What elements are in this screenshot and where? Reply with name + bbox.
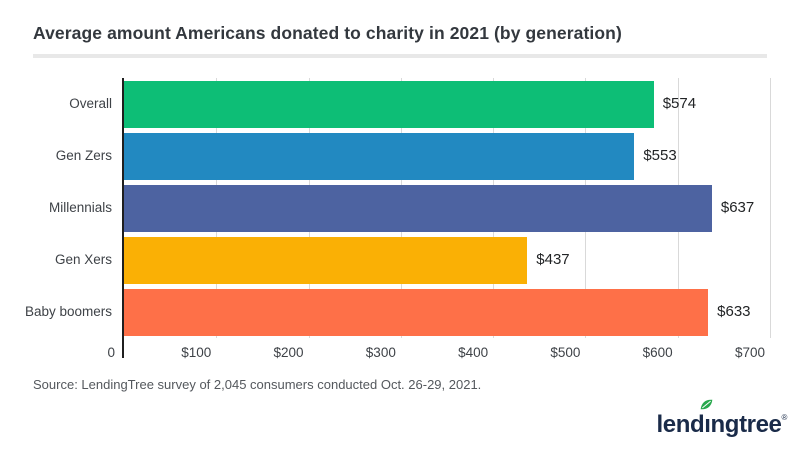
x-tick-label: $600 [642,345,673,360]
gridline [770,78,771,338]
bar-chart: Overall $574 Gen Zers $553 Millennials $637 Ge… [0,70,800,365]
value-label: $633 [717,303,751,320]
value-label: $637 [720,199,755,216]
leaf-icon [700,399,713,410]
value-label: $437 [536,251,570,268]
page-title: Average amount Americans donated to char… [33,23,622,43]
category-label: Millennials [48,200,112,215]
bar [124,288,709,336]
category-label: Overall [69,96,112,111]
logo-text-post: ngtree [710,411,782,438]
value-label: $553 [643,147,677,164]
x-tick-label: $200 [273,345,304,360]
logo-text-pre: lend [656,411,705,438]
x-tick-label: $300 [365,345,396,360]
x-tick-label: $700 [734,345,765,360]
category-label: Gen Zers [55,148,112,163]
value-label: $574 [662,95,697,112]
lendingtree-logo: lendı ngtree® [656,399,788,439]
source-note: Source: LendingTree survey of 2,045 cons… [33,377,482,392]
bar [124,80,654,128]
registered-mark: ® [781,413,788,422]
title-divider [33,54,767,58]
x-tick-label: $100 [181,345,212,360]
bar [124,184,712,232]
x-tick-label: $400 [458,345,489,360]
y-axis-line [122,78,124,358]
bar [124,236,528,284]
x-tick-label: $500 [550,345,581,360]
logo-letter-i: ı [700,399,713,438]
category-label: Baby boomers [24,304,112,319]
x-tick-label: 0 [107,345,115,360]
category-label: Gen Xers [54,252,112,267]
bar [124,132,635,180]
